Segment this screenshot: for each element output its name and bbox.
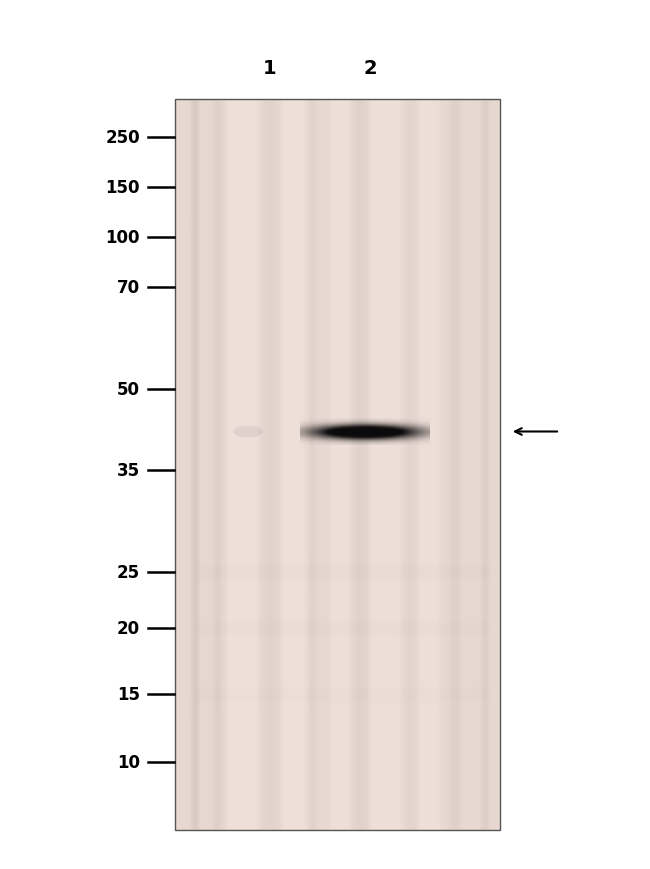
Text: 20: 20: [117, 619, 140, 637]
Text: 100: 100: [105, 229, 140, 247]
Text: 2: 2: [363, 58, 377, 77]
Text: 1: 1: [263, 58, 277, 77]
Bar: [175, 100, 500, 830]
Text: 25: 25: [117, 563, 140, 581]
Text: 150: 150: [105, 179, 140, 197]
Text: 250: 250: [105, 129, 140, 147]
Text: 10: 10: [117, 753, 140, 771]
Text: 50: 50: [117, 381, 140, 399]
Text: 70: 70: [117, 279, 140, 297]
Ellipse shape: [233, 426, 263, 438]
Text: 15: 15: [117, 685, 140, 703]
Text: 35: 35: [117, 461, 140, 479]
